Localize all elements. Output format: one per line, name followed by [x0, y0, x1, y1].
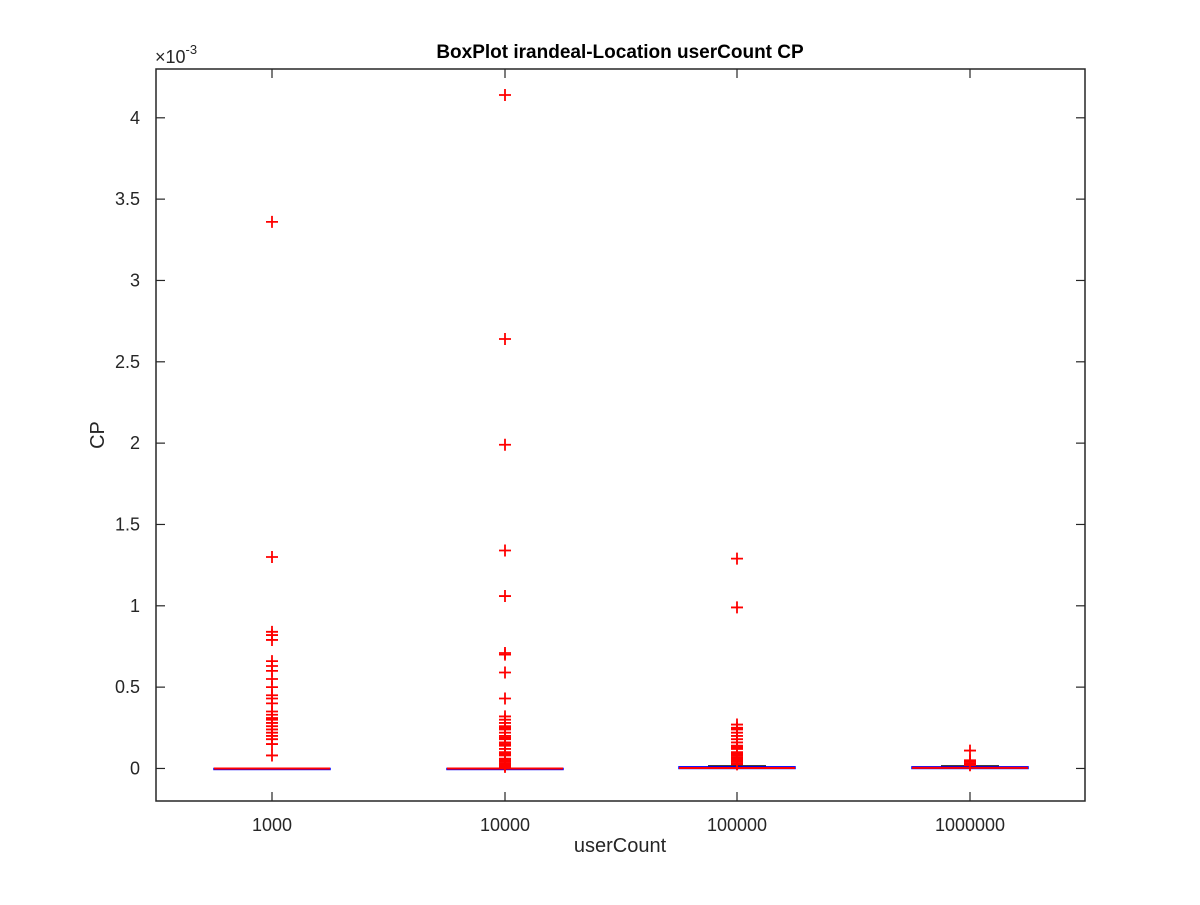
y-tick-label: 2 [130, 433, 140, 453]
outlier-marker [266, 551, 278, 563]
y-tick-label: 3.5 [115, 189, 140, 209]
outlier-marker [964, 759, 976, 772]
box-series [213, 89, 1029, 773]
x-tick-label: 1000 [252, 815, 292, 835]
box-group-100000 [678, 552, 796, 771]
x-tick-label: 1000000 [935, 815, 1005, 835]
x-tick-label: 10000 [480, 815, 530, 835]
x-tick-label: 100000 [707, 815, 767, 835]
outlier-marker [731, 601, 743, 614]
chart-title: BoxPlot irandeal-Location userCount CP [436, 42, 804, 63]
box-group-10000 [446, 89, 564, 773]
box-group-1000000 [911, 744, 1029, 772]
outlier-marker [499, 89, 511, 102]
y-axis-exponent-label: ×10-3 [155, 42, 197, 67]
y-tick-label: 0.5 [115, 677, 140, 697]
y-tick-label: 3 [130, 270, 140, 290]
outlier-marker [266, 633, 278, 646]
outlier-marker [266, 749, 278, 762]
y-axis-ticks: 0 0.5 1 1.5 2 2.5 3 3.5 4 [115, 108, 1085, 778]
outlier-marker [499, 692, 511, 705]
box-group-1000 [213, 215, 331, 771]
y-axis-label: CP [87, 421, 109, 449]
axes-frame [155, 68, 1086, 802]
y-tick-label: 4 [130, 108, 140, 128]
outlier-marker [499, 648, 511, 661]
outlier-marker [499, 590, 511, 603]
x-axis-ticks: 1000 10000 100000 1000000 [252, 69, 1005, 835]
outlier-marker [731, 552, 743, 565]
y-tick-label: 0 [130, 758, 140, 778]
outlier-marker [499, 760, 511, 773]
outlier-marker [266, 738, 278, 751]
outlier-marker [731, 758, 743, 771]
outlier-marker [499, 544, 511, 557]
outlier-marker [266, 215, 278, 228]
x-axis-label: userCount [574, 835, 667, 857]
y-tick-label: 1 [130, 596, 140, 616]
exponent-power: -3 [186, 42, 198, 57]
y-tick-label: 2.5 [115, 352, 140, 372]
outlier-marker [499, 438, 511, 451]
outlier-marker [499, 333, 511, 346]
y-tick-label: 1.5 [115, 514, 140, 534]
outlier-marker [499, 666, 511, 679]
exponent-base: ×10 [155, 47, 186, 67]
